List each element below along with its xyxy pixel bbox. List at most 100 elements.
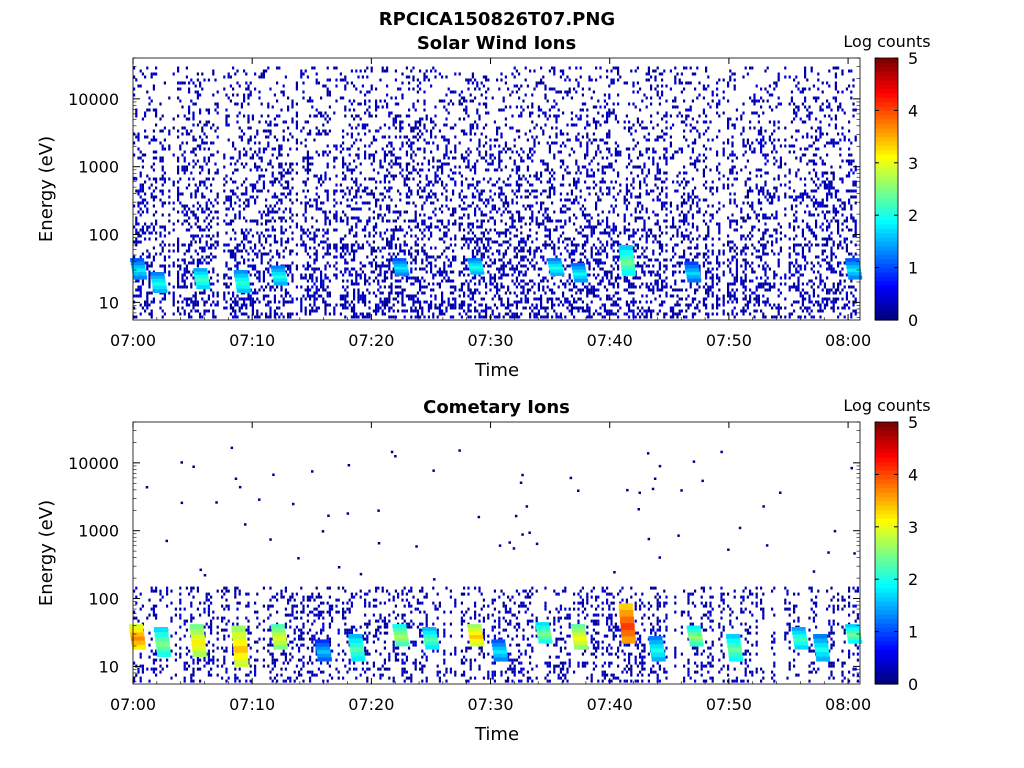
heatmap-patch <box>154 627 168 633</box>
heatmap-patch <box>619 250 634 256</box>
heatmap-patch <box>270 265 285 270</box>
heatmap-patch <box>394 635 409 640</box>
heatmap-patch <box>273 278 288 283</box>
heatmap-patch <box>272 632 286 638</box>
heatmap-patch <box>271 268 286 273</box>
heatmap-patch <box>131 265 146 270</box>
heatmap-patch <box>422 630 437 635</box>
heatmap-patch <box>846 630 861 635</box>
heatmap-patch <box>350 652 365 657</box>
x-tick-label: 07:40 <box>587 695 633 714</box>
heatmap-patch <box>468 260 482 264</box>
heatmap-patch <box>273 644 288 650</box>
heatmap-patch <box>235 281 250 286</box>
heatmap-patch <box>651 656 666 662</box>
heatmap-patch <box>468 263 483 267</box>
heatmap-patch <box>728 652 743 657</box>
heatmap-patch <box>394 269 409 273</box>
heatmap-patch <box>232 639 247 647</box>
heatmap-patch <box>726 638 741 644</box>
heatmap-patch <box>469 266 484 270</box>
heatmap-patch <box>620 255 634 261</box>
heatmap-patch <box>493 653 508 658</box>
panels: Solar Wind Ions 07:00 07:10 07:20 07:30 07:40… <box>36 32 931 745</box>
heatmap-patch <box>234 659 249 667</box>
heatmap-patch <box>468 631 483 636</box>
panel-cometary: Cometary Ions 07:00 07:10 07:20 07:30 07:40 07… <box>36 396 931 745</box>
heatmap-patch <box>233 646 248 654</box>
y-axis-label: Energy (eV) <box>36 136 57 242</box>
heatmap-patch <box>845 627 860 631</box>
heatmap-patch <box>845 258 860 263</box>
heatmap-patch <box>814 647 829 653</box>
heatmap-patch <box>685 268 700 273</box>
heatmap-patch <box>316 650 331 655</box>
heatmap-patch <box>133 275 148 280</box>
heatmap-patch <box>687 278 702 283</box>
heatmap-patch <box>236 288 251 293</box>
x-tick-label: 07:10 <box>229 695 275 714</box>
heatmap-patch <box>129 628 144 633</box>
heatmap-patch <box>848 275 863 280</box>
heatmap-patch <box>571 624 586 629</box>
y-tick-label: 10000 <box>68 454 119 473</box>
heatmap-patch <box>688 635 703 640</box>
heatmap-patch <box>686 275 701 280</box>
colorbar-tick-label: 5 <box>908 413 918 432</box>
heatmap-patch <box>536 629 551 634</box>
heatmap-patch <box>189 624 204 630</box>
heatmap-patch <box>233 270 248 275</box>
heatmap-patch <box>621 265 636 271</box>
heatmap-patch <box>816 656 831 662</box>
x-tick-label: 07:10 <box>229 331 275 350</box>
heatmap-patch <box>537 632 552 637</box>
heatmap-patch <box>571 263 586 267</box>
panel-solar-wind: Solar Wind Ions 07:00 07:10 07:20 07:30 07:40… <box>36 32 931 381</box>
heatmap-patch <box>574 278 589 283</box>
y-tick-label: 1000 <box>78 158 119 177</box>
heatmap-patch <box>848 640 863 644</box>
heatmap-patch <box>129 624 143 629</box>
heatmap-patch <box>196 285 211 289</box>
heatmap-patch <box>469 635 484 640</box>
heatmap-patch <box>493 650 508 655</box>
heatmap-patch <box>130 258 145 263</box>
heatmap-patch <box>572 636 587 642</box>
heatmap-patch <box>491 639 506 644</box>
heatmap-patch <box>620 260 635 266</box>
heatmap-patch <box>538 639 553 644</box>
heatmap-patch <box>191 640 206 647</box>
y-axis-label: Energy (eV) <box>36 500 57 606</box>
heatmap-patch <box>130 632 145 638</box>
heatmap-patch <box>394 266 409 271</box>
heatmap-patch <box>847 268 861 273</box>
figure-title: RPCICA150826T07.PNG <box>379 9 615 30</box>
y-tick-label: 100 <box>88 590 119 609</box>
heatmap-patch <box>572 632 587 638</box>
heatmap-patch <box>727 643 742 648</box>
panel-title: Solar Wind Ions <box>417 33 576 54</box>
heatmap-patch <box>425 645 440 650</box>
heatmap-patch <box>233 652 248 661</box>
x-tick-label: 08:00 <box>825 695 871 714</box>
heatmap-patch <box>550 272 565 276</box>
heatmap-patch <box>689 642 704 647</box>
axes-frame <box>132 57 861 321</box>
heatmap-patch <box>684 264 699 269</box>
heatmap-patch <box>424 638 438 643</box>
heatmap-patch <box>572 272 587 277</box>
heatmap-patch <box>618 245 633 251</box>
heatmap-patch <box>192 645 207 652</box>
heatmap-patch <box>395 272 410 276</box>
heatmap-patch <box>620 623 635 631</box>
colorbar-tick-label: 5 <box>908 49 918 68</box>
colorbar-tick-label: 0 <box>908 675 918 694</box>
heatmap-patch <box>494 657 509 662</box>
heatmap-patch <box>549 269 564 273</box>
colorbar-tick-label: 4 <box>908 101 918 120</box>
heatmap-patch <box>235 277 249 282</box>
heatmap-patch <box>726 634 741 639</box>
